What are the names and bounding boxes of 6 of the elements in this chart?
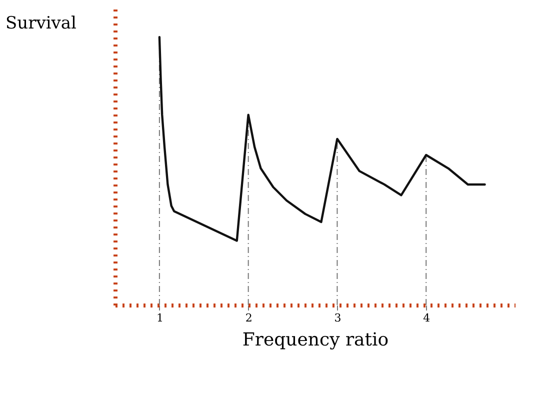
x-tick-label: 2: [245, 312, 252, 324]
x-tick-label: 4: [423, 312, 430, 324]
x-tick-label: 3: [334, 312, 342, 324]
x-tick-label: 1: [156, 312, 164, 324]
x-axis-title: Frequency ratio: [242, 330, 389, 350]
y-axis-title: Survival: [6, 14, 76, 34]
